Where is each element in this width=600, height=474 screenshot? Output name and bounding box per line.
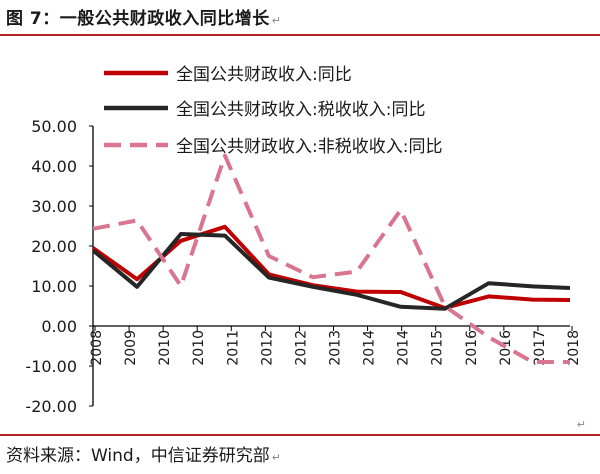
return-mark-icon: ↵ [576, 418, 586, 431]
x-tick-label: 2018 [566, 330, 582, 366]
y-tick-label: -10.00 [25, 357, 77, 376]
y-tick-label: -20.00 [25, 397, 77, 416]
y-tick-label: 20.00 [31, 237, 77, 256]
y-tick-label: 0.00 [41, 317, 77, 336]
y-tick-label: 10.00 [31, 277, 77, 296]
x-tick-label: 2011 [225, 330, 241, 366]
series-line-1 [91, 224, 571, 310]
x-tick-label: 2017 [532, 330, 548, 366]
x-tick-label: 2016 [498, 330, 514, 366]
x-tick-label: 2016 [464, 330, 480, 366]
legend-label: 全国公共财政收入:税收收入:同比 [176, 100, 425, 120]
x-tick-label: 2009 [123, 330, 139, 366]
x-tick-label: 2008 [89, 330, 105, 366]
y-tick-label: 40.00 [31, 157, 77, 176]
return-mark-icon: ↵ [271, 14, 282, 27]
x-tick-label: 2012 [293, 330, 309, 366]
x-tick-labels: 2008 2009 2010 2010 2011 2012 2012 2013 2014 2014… [89, 326, 582, 366]
y-tick-labels: 50.00 40.00 30.00 20.00 10.00 0.00 -10.00 -20.0… [25, 117, 93, 416]
series-line-3 [92, 153, 570, 364]
top-rule [0, 34, 600, 36]
return-mark-icon: ↵ [271, 451, 281, 464]
x-tick-label: 2014 [396, 330, 412, 366]
series-line-2 [91, 232, 571, 311]
chart-legend: 全国公共财政收入:同比全国公共财政收入:税收收入:同比全国公共财政收入:非税收收… [104, 65, 442, 157]
figure-title: 图 7：一般公共财政收入同比增长 [6, 9, 270, 29]
y-tick-label: 30.00 [31, 197, 77, 216]
legend-label: 全国公共财政收入:非税收收入:同比 [176, 137, 442, 157]
bottom-rule [0, 434, 600, 436]
x-tick-label: 2012 [259, 330, 275, 366]
legend-label: 全国公共财政收入:同比 [176, 65, 352, 85]
source-note: 资料来源：Wind，中信证券研究部 ↵ [6, 441, 281, 466]
chart-series [91, 153, 571, 364]
x-tick-label: 2014 [362, 330, 378, 366]
y-tick-label: 50.00 [31, 117, 77, 136]
x-tick-label: 2015 [430, 330, 446, 366]
source-text: 资料来源：Wind，中信证券研究部 [6, 446, 270, 466]
x-tick-label: 2013 [328, 330, 344, 366]
x-tick-label: 2010 [191, 330, 207, 366]
x-tick-label: 2010 [157, 330, 173, 366]
chart-axes [92, 126, 570, 406]
figure-caption: 图 7：一般公共财政收入同比增长 ↵ [6, 4, 281, 29]
